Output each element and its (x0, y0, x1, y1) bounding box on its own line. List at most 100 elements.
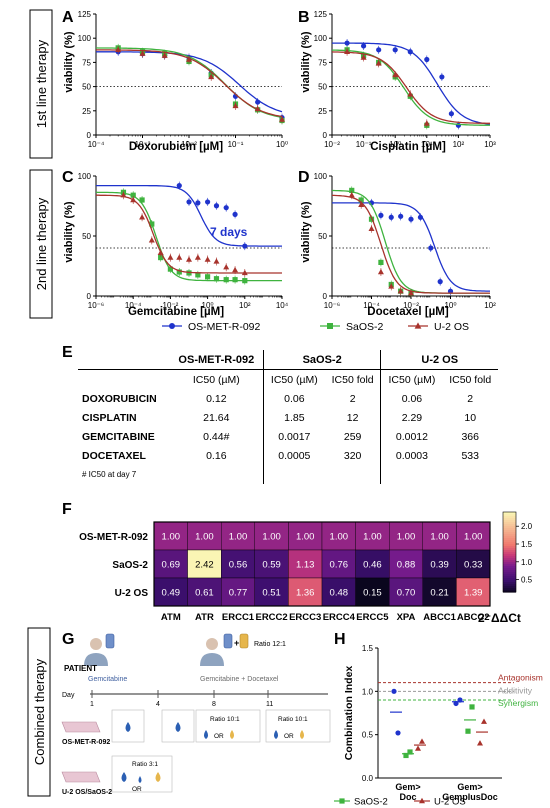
heatmap-value: 0.61 (195, 588, 214, 599)
table-subheader: IC50 (µM) (262, 369, 325, 389)
ic50-table: OS-MET-R-092 SaOS-2 U-2 OS IC50 (µM) IC5… (78, 350, 498, 484)
colorbar-segment (503, 542, 516, 545)
data-point (130, 192, 136, 198)
day-tick: 1 (90, 701, 94, 708)
y-tick-label: 125 (78, 10, 92, 19)
data-point (403, 752, 409, 759)
data-point (424, 56, 430, 63)
data-point (388, 214, 394, 220)
heatmap-cell (254, 521, 289, 551)
colorbar-segment (503, 576, 516, 579)
or-text: OR (132, 786, 142, 793)
data-point (139, 214, 146, 220)
data-point (395, 730, 401, 736)
legend-label: SaOS-2 (354, 797, 388, 808)
data-point (439, 74, 445, 80)
data-point (167, 254, 174, 260)
x-tick-label: 10⁰ (202, 301, 214, 310)
x-tick-label: 10⁻¹ (228, 140, 244, 149)
category-label: Doc (399, 792, 416, 802)
data-point (419, 797, 425, 804)
fit-curve (96, 184, 282, 247)
y-tick-label: 0 (323, 292, 328, 301)
heatmap-value: 0.69 (162, 560, 181, 571)
data-point (204, 256, 211, 262)
day-tick: 8 (212, 701, 216, 708)
y-tick-label: 50 (82, 232, 91, 241)
data-point (378, 212, 384, 218)
colorbar-segment (503, 536, 516, 539)
heatmap-value: 1.00 (296, 532, 315, 543)
x-tick-label: 10⁻² (163, 301, 179, 310)
data-point (465, 728, 471, 734)
data-point (453, 700, 459, 707)
data-point (232, 266, 239, 273)
data-point (348, 192, 355, 198)
panel-a-ylabel: viability (%) (63, 31, 75, 92)
reference-label: Antagonism (498, 673, 543, 683)
heatmap-cell (220, 521, 255, 551)
x-tick-label: 10⁻² (403, 301, 419, 310)
data-point (242, 278, 248, 284)
table-row: DOCETAXEL 0.16 0.0005 320 0.0003 533 (78, 446, 498, 465)
heatmap-value: 0.70 (397, 588, 416, 599)
row-label-combined: Combined therapy (27, 627, 51, 797)
data-point (223, 277, 229, 283)
colorbar-segment (503, 538, 516, 541)
heatmap-value: 1.00 (262, 532, 281, 543)
data-point (477, 740, 483, 746)
heatmap-value: 1.36 (296, 588, 315, 599)
data-point (455, 122, 461, 128)
heatmap-cell (220, 577, 255, 607)
heatmap-value: 1.00 (430, 532, 449, 543)
colorbar-segment (503, 534, 516, 537)
ratio-a: Ratio 10:1 (210, 716, 240, 723)
heatmap-cell (389, 577, 424, 607)
y-tick-label: 75 (82, 58, 91, 67)
heatmap-value: 0.49 (162, 588, 181, 599)
colorbar-segment (503, 554, 516, 557)
heatmap-cell (153, 549, 188, 579)
dosing-row-2 (111, 755, 173, 793)
heatmap-value: 0.48 (330, 588, 349, 599)
colorbar-segment (503, 512, 516, 515)
y-tick-label: 75 (318, 58, 327, 67)
table-group-header: OS-MET-R-092 (169, 350, 264, 370)
heatmap: OS-MET-R-092 1.00 1.00 1.00 1.00 1.00 1.00 1.00… (79, 521, 491, 623)
fit-curve (332, 194, 490, 294)
data-point (157, 249, 164, 255)
legend-label: SaOS-2 (346, 321, 384, 333)
data-point (167, 266, 173, 272)
colorbar-tick-label: 2.0 (521, 522, 533, 531)
y-tick-label: 0 (87, 292, 92, 301)
data-point (469, 704, 475, 710)
colorbar-segment (503, 552, 516, 555)
data-point (408, 216, 414, 222)
category-label: GemplusDoc (442, 792, 498, 802)
data-point (115, 46, 122, 53)
row-label-combined-text: Combined therapy (32, 658, 47, 765)
data-point (344, 48, 351, 54)
heatmap-col-label: XPA (397, 612, 416, 623)
heatmap-value: 0.56 (229, 560, 248, 571)
fit-curve (331, 51, 490, 124)
data-point (481, 718, 487, 724)
data-point (255, 99, 261, 105)
plot-d: 10⁻⁶ 10⁻⁴ 10⁻² 10⁰ 10² 0 50 100 (314, 172, 496, 310)
data-point (375, 60, 382, 66)
heatmap-col-label: ERCC5 (356, 612, 389, 623)
table-row: DOXORUBICIN 0.12 0.06 2 0.06 2 (78, 389, 498, 408)
y-tick-label: 125 (314, 10, 328, 19)
panel-letter-a: A (62, 9, 74, 26)
heatmap-col-label: ATM (161, 612, 181, 623)
heatmap-col-label: ERCC1 (222, 612, 255, 623)
colorbar-segment (503, 578, 516, 581)
heatmap-value: 1.00 (330, 532, 349, 543)
y-tick-label: 0 (87, 131, 92, 140)
colorbar-segment (503, 558, 516, 561)
table-subheader: IC50 fold (331, 373, 374, 386)
data-point (195, 200, 201, 206)
heatmap-value: 0.77 (229, 588, 248, 599)
patient-icon (200, 633, 249, 666)
data-point (176, 254, 183, 260)
